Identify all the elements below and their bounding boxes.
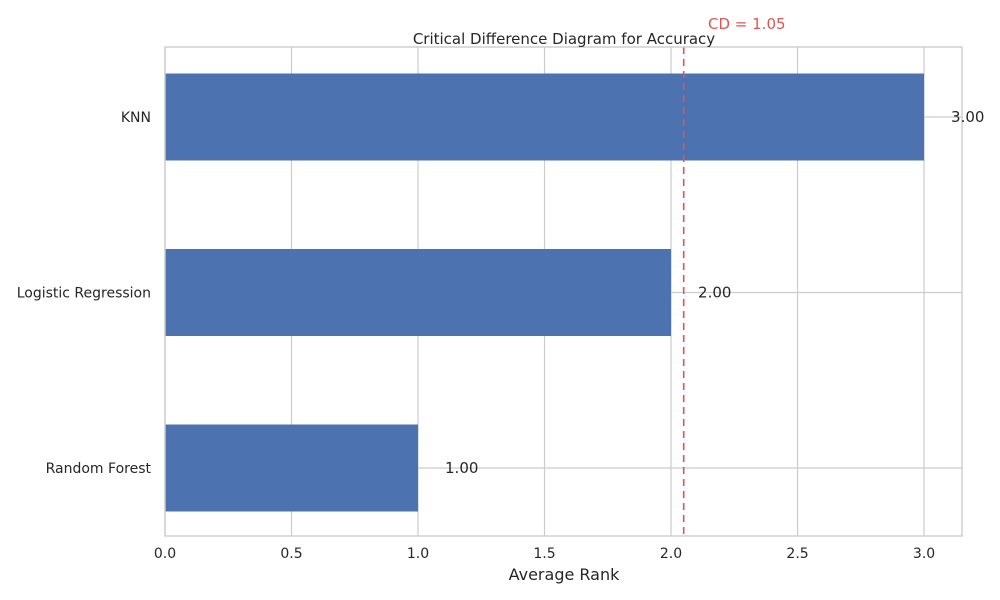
bar-value-label: 1.00 <box>445 459 478 477</box>
x-tick-label: 3.0 <box>913 546 935 562</box>
x-axis-label: Average Rank <box>509 565 621 584</box>
x-tick-label: 1.5 <box>533 546 555 562</box>
x-tick-label: 2.0 <box>660 546 682 562</box>
x-tick-label: 2.5 <box>786 546 808 562</box>
ticks-layer: 0.0 0.5 1.0 1.5 2.0 2.5 3.0 Random Forest Logist… <box>17 110 935 562</box>
bar-value-label: 2.00 <box>698 284 731 302</box>
cd-label: CD = 1.05 <box>708 15 786 33</box>
plot-frame <box>164 46 963 537</box>
x-tick-label: 0.5 <box>280 546 302 562</box>
bar <box>165 424 419 512</box>
bars-layer <box>165 73 925 512</box>
bar-value-label: 3.00 <box>951 108 984 126</box>
labels-layer: 1.00 2.00 3.00 <box>445 108 984 477</box>
bar <box>165 73 925 161</box>
chart-title: Critical Difference Diagram for Accuracy <box>413 30 715 48</box>
y-tick-label: Random Forest <box>46 461 152 477</box>
y-tick-label: KNN <box>121 110 151 126</box>
x-tick-label: 0.0 <box>154 546 176 562</box>
x-tick-label: 1.0 <box>407 546 429 562</box>
y-tick-label: Logistic Regression <box>17 286 151 302</box>
bar <box>165 249 672 336</box>
